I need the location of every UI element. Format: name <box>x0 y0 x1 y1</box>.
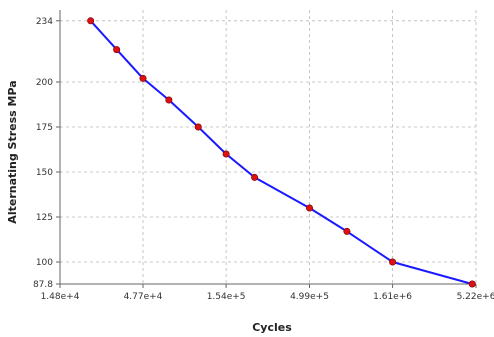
x-tick-label: 5.22e+6 <box>457 292 494 302</box>
data-point <box>165 96 173 104</box>
data-point <box>468 280 476 288</box>
y-tick-labels: 234 200 175 150 125 100 87.8 <box>33 17 53 290</box>
x-tick-label: 1.48e+4 <box>41 292 80 302</box>
y-tick-label: 200 <box>36 78 53 88</box>
y-tick-label: 234 <box>36 17 53 27</box>
y-tick-label: 100 <box>36 258 53 268</box>
data-point <box>306 204 314 212</box>
x-axis-title: Cycles <box>252 321 292 334</box>
y-tick-label: 87.8 <box>33 280 53 290</box>
x-tick-labels: 1.48e+4 4.77e+4 1.54e+5 4.99e+5 1.61e+6 5.22e… <box>41 292 494 302</box>
data-point <box>113 46 121 54</box>
data-point <box>139 74 147 82</box>
grid <box>59 10 477 285</box>
data-point <box>251 173 259 181</box>
y-tick-label: 175 <box>36 123 53 133</box>
y-tick-label: 125 <box>36 213 53 223</box>
x-tick-label: 4.99e+5 <box>290 292 329 302</box>
series-line <box>89 20 473 285</box>
data-point <box>389 258 397 266</box>
x-tick-label: 1.61e+6 <box>373 292 412 302</box>
y-axis-title: Alternating Stress MPa <box>6 80 19 223</box>
y-tick-label: 150 <box>36 168 53 178</box>
x-tick-label: 1.54e+5 <box>207 292 246 302</box>
data-point <box>194 123 202 131</box>
axes <box>56 10 477 288</box>
data-point <box>87 17 95 25</box>
series <box>87 17 476 288</box>
data-point <box>222 150 230 158</box>
x-tick-label: 4.77e+4 <box>124 292 163 302</box>
data-point <box>343 227 351 235</box>
